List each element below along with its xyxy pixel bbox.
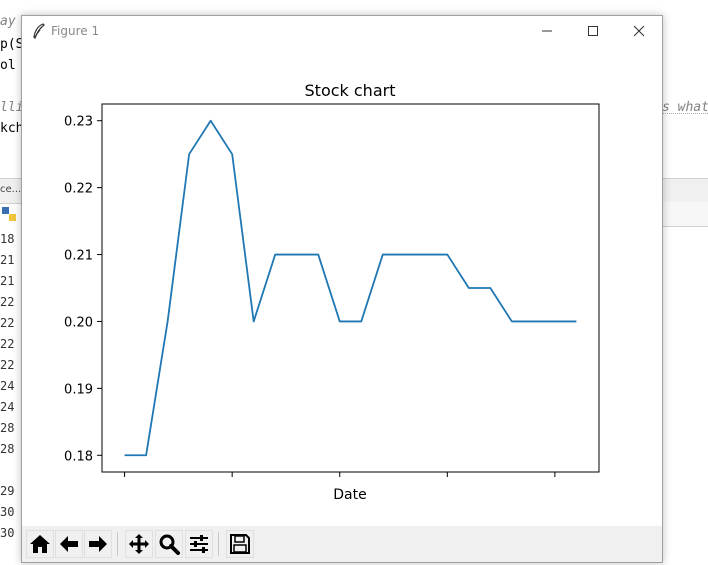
feather-icon <box>33 23 45 39</box>
home-button[interactable] <box>26 530 54 558</box>
background-toolbar-right <box>660 202 708 227</box>
stock-chart: Stock chart 0.18 0.19 0.20 0.21 0.22 0.23 Dat… <box>64 81 600 503</box>
minimize-button[interactable] <box>524 16 570 46</box>
back-icon <box>60 536 78 552</box>
pan-icon <box>129 534 149 554</box>
background-tab-strip: ce... <box>0 178 22 204</box>
y-tick-label: 0.21 <box>64 249 93 264</box>
line-number: 22 <box>0 295 15 309</box>
x-axis <box>124 472 556 477</box>
line-number: 22 <box>0 337 15 351</box>
series-line <box>124 119 577 457</box>
pan-button[interactable] <box>125 530 153 558</box>
series-group <box>124 119 577 457</box>
home-icon <box>30 535 50 553</box>
line-number: 21 <box>0 274 15 288</box>
y-axis: 0.18 0.19 0.20 0.21 0.22 0.23 <box>64 115 102 464</box>
line-number: 21 <box>0 253 15 267</box>
toolbar-separator <box>117 532 118 556</box>
figure-window: Figure 1 Stock chart 0.18 0.19 0.20 0.21 0.2… <box>21 15 663 563</box>
close-icon <box>633 25 645 37</box>
y-tick-label: 0.20 <box>64 315 93 330</box>
line-number: 28 <box>0 421 15 435</box>
minimize-icon <box>542 30 552 32</box>
background-code-line: s what <box>662 100 708 115</box>
line-number: 29 <box>0 484 15 498</box>
background-code-line: ol <box>0 58 16 73</box>
background-python-icon <box>0 204 22 224</box>
background-code-line: ay <box>0 14 16 29</box>
back-button[interactable] <box>55 530 83 558</box>
y-tick-label: 0.19 <box>64 382 93 397</box>
save-icon <box>230 534 250 554</box>
title-bar[interactable]: Figure 1 <box>22 16 662 46</box>
navigation-toolbar <box>22 526 662 562</box>
background-tab-strip-right <box>660 178 708 204</box>
line-number: 22 <box>0 316 15 330</box>
configure-subplots-button[interactable] <box>185 530 213 558</box>
line-number: 30 <box>0 505 15 519</box>
background-code-line: lli <box>0 100 24 115</box>
line-number: 24 <box>0 400 15 414</box>
maximize-icon <box>588 26 598 36</box>
background-code-line: p(S <box>0 37 24 52</box>
background-underline <box>660 113 708 114</box>
x-axis-label: Date <box>333 487 366 503</box>
configure-icon <box>190 535 208 553</box>
line-number: 24 <box>0 379 15 393</box>
background-tab-label: ce... <box>0 184 22 195</box>
plot-area[interactable]: Stock chart 0.18 0.19 0.20 0.21 0.22 0.23 Dat… <box>22 46 662 526</box>
y-tick-label: 0.23 <box>64 115 93 130</box>
zoom-icon <box>159 534 180 555</box>
y-tick-label: 0.22 <box>64 182 93 197</box>
save-button[interactable] <box>226 530 254 558</box>
y-tick-label: 0.18 <box>64 449 93 464</box>
forward-button[interactable] <box>84 530 112 558</box>
chart-title: Stock chart <box>305 81 396 100</box>
zoom-button[interactable] <box>155 530 183 558</box>
close-button[interactable] <box>616 16 662 46</box>
background-code-line: kch <box>0 121 24 136</box>
line-number: 28 <box>0 442 15 456</box>
forward-icon <box>89 536 107 552</box>
maximize-button[interactable] <box>570 16 616 46</box>
line-number: 18 <box>0 232 15 246</box>
window-title: Figure 1 <box>51 24 100 38</box>
toolbar-separator <box>218 532 219 556</box>
line-number: 22 <box>0 358 15 372</box>
line-number: 30 <box>0 526 15 540</box>
axes-frame <box>101 103 600 473</box>
